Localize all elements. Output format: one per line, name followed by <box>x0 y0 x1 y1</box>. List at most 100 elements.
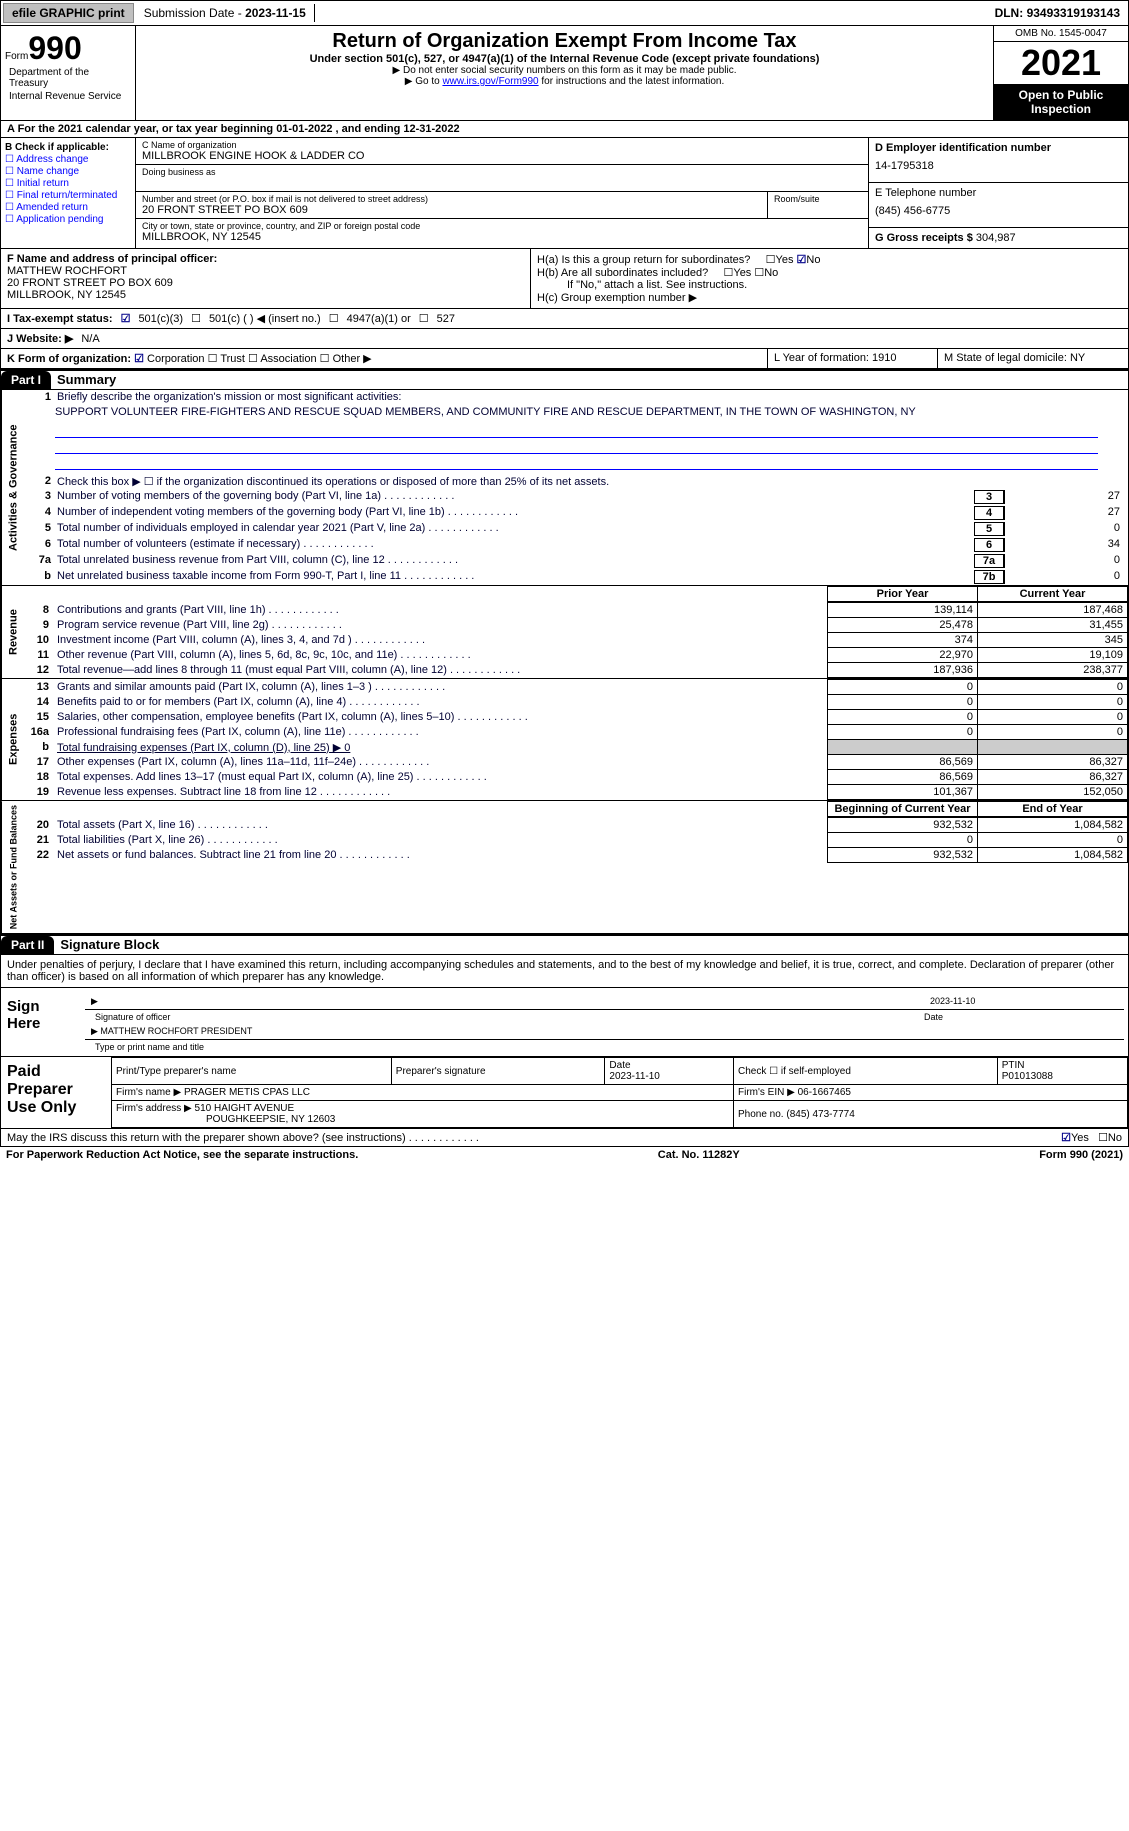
row-i-tax-status: I Tax-exempt status: ☑ 501(c)(3) ☐ 501(c… <box>0 309 1129 329</box>
fin-prior: 0 <box>828 833 978 848</box>
sum-val: 0 <box>1004 570 1124 584</box>
sign-here-label: Sign Here <box>1 988 81 1056</box>
sum-val: 27 <box>1004 490 1124 504</box>
hdr-curr: Current Year <box>978 587 1128 602</box>
chk-501c[interactable]: ☐ <box>191 312 201 325</box>
state-domicile: M State of legal domicile: NY <box>938 349 1128 368</box>
city-label: City or town, state or province, country… <box>142 221 862 231</box>
fin-prior: 0 <box>828 710 978 725</box>
sum-desc: Total number of individuals employed in … <box>57 522 974 536</box>
dept-irs: Internal Revenue Service <box>5 91 131 104</box>
fin-desc: Other revenue (Part VIII, column (A), li… <box>53 648 828 663</box>
fin-desc: Professional fundraising fees (Part IX, … <box>53 725 828 740</box>
col-c-org-info: C Name of organization MILLBROOK ENGINE … <box>136 138 868 248</box>
sum-val: 0 <box>1004 522 1124 536</box>
form-number: 990 <box>28 30 81 66</box>
date-label: Date <box>924 1012 1124 1022</box>
sig-officer-label: Signature of officer <box>85 1012 924 1022</box>
fin-curr: 86,327 <box>978 770 1128 785</box>
irs-link[interactable]: www.irs.gov/Form990 <box>442 76 538 87</box>
org-address: 20 FRONT STREET PO BOX 609 <box>142 204 761 216</box>
chk-corporation[interactable]: ☑ <box>134 353 144 365</box>
officer-name: MATTHEW ROCHFORT <box>7 265 127 277</box>
fin-prior: 25,478 <box>828 618 978 633</box>
dba-label: Doing business as <box>142 167 862 177</box>
fin-prior: 932,532 <box>828 818 978 833</box>
note-ssn: ▶ Do not enter social security numbers o… <box>140 65 989 76</box>
chk-application-pending[interactable]: ☐ Application pending <box>5 214 131 225</box>
sig-declaration: Under penalties of perjury, I declare th… <box>1 955 1128 987</box>
q2: Check this box ▶ ☐ if the organization d… <box>57 475 1124 488</box>
sum-val: 34 <box>1004 538 1124 552</box>
ein-value: 14-1795318 <box>875 154 1122 178</box>
topbar: efile GRAPHIC print Submission Date - 20… <box>0 0 1129 26</box>
sum-desc: Number of voting members of the governin… <box>57 490 974 504</box>
chk-initial-return[interactable]: ☐ Initial return <box>5 178 131 189</box>
firm-addr: Firm's address ▶ 510 HAIGHT AVENUEPOUGHK… <box>112 1101 734 1128</box>
fin-desc: Contributions and grants (Part VIII, lin… <box>53 603 828 618</box>
fin-prior: 187,936 <box>828 663 978 678</box>
chk-address-change[interactable]: ☐ Address change <box>5 154 131 165</box>
form-subtitle: Under section 501(c), 527, or 4947(a)(1)… <box>140 53 989 65</box>
sum-box: 4 <box>974 506 1004 520</box>
mission-text: SUPPORT VOLUNTEER FIRE-FIGHTERS AND RESC… <box>25 404 1128 420</box>
chk-amended-return[interactable]: ☐ Amended return <box>5 202 131 213</box>
fin-prior: 22,970 <box>828 648 978 663</box>
col-d-e-g: D Employer identification number 14-1795… <box>868 138 1128 248</box>
submission-date: Submission Date - 2023-11-15 <box>136 4 315 22</box>
fin-curr: 345 <box>978 633 1128 648</box>
tel-value: (845) 456-6775 <box>875 199 1122 223</box>
h-a: H(a) Is this a group return for subordin… <box>537 253 1122 266</box>
summary-expenses: Expenses 13Grants and similar amounts pa… <box>0 679 1129 801</box>
chk-527[interactable]: ☐ <box>419 312 429 325</box>
officer-addr1: 20 FRONT STREET PO BOX 609 <box>7 277 173 289</box>
fin-curr: 238,377 <box>978 663 1128 678</box>
prep-name-hdr: Print/Type preparer's name <box>112 1058 392 1085</box>
website-value: N/A <box>81 333 99 345</box>
prep-sig-hdr: Preparer's signature <box>391 1058 605 1085</box>
paid-preparer: Paid Preparer Use Only Print/Type prepar… <box>0 1057 1129 1129</box>
sum-desc: Number of independent voting members of … <box>57 506 974 520</box>
firm-ein: Firm's EIN ▶ 06-1667465 <box>733 1085 1127 1101</box>
vtab-revenue: Revenue <box>1 586 25 678</box>
form-ref: Form 990 (2021) <box>1039 1149 1123 1161</box>
sig-officer-name: MATTHEW ROCHFORT PRESIDENT <box>100 1026 252 1036</box>
form-header: Form990 Department of the Treasury Inter… <box>0 26 1129 121</box>
fin-curr: 31,455 <box>978 618 1128 633</box>
col-h-group: H(a) Is this a group return for subordin… <box>531 249 1128 308</box>
chk-final-return[interactable]: ☐ Final return/terminated <box>5 190 131 201</box>
hdr-end: End of Year <box>978 802 1128 817</box>
chk-4947[interactable]: ☐ <box>329 312 339 325</box>
fin-prior: 101,367 <box>828 785 978 800</box>
firm-name: Firm's name ▶ PRAGER METIS CPAS LLC <box>112 1085 734 1101</box>
vtab-net-assets: Net Assets or Fund Balances <box>1 801 25 933</box>
sum-box: 7b <box>974 570 1004 584</box>
chk-name-change[interactable]: ☐ Name change <box>5 166 131 177</box>
chk-501c3[interactable]: ☑ <box>121 312 131 325</box>
officer-addr2: MILLBROOK, NY 12545 <box>7 289 126 301</box>
sum-desc: Total number of volunteers (estimate if … <box>57 538 974 552</box>
fin-curr: 19,109 <box>978 648 1128 663</box>
row-k-l-m: K Form of organization: ☑ Corporation ☐ … <box>0 349 1129 369</box>
org-name-label: C Name of organization <box>142 140 862 150</box>
signature-block: Under penalties of perjury, I declare th… <box>0 955 1129 1057</box>
tax-year: 2021 <box>994 42 1128 84</box>
row-f-h: F Name and address of principal officer:… <box>0 249 1129 309</box>
efile-print-button[interactable]: efile GRAPHIC print <box>3 3 134 23</box>
sum-box: 3 <box>974 490 1004 504</box>
gross-value: 304,987 <box>976 232 1016 244</box>
fin-curr: 0 <box>978 710 1128 725</box>
fin-curr: 0 <box>978 680 1128 695</box>
fin-curr: 152,050 <box>978 785 1128 800</box>
fin-prior: 932,532 <box>828 848 978 863</box>
h-b: H(b) Are all subordinates included? ☐Yes… <box>537 266 1122 279</box>
fin-prior: 86,569 <box>828 770 978 785</box>
fin-desc: Grants and similar amounts paid (Part IX… <box>53 680 828 695</box>
summary-activities: Activities & Governance 1Briefly describ… <box>0 390 1129 586</box>
fin-prior: 0 <box>828 725 978 740</box>
sum-val: 27 <box>1004 506 1124 520</box>
ein-label: D Employer identification number <box>875 142 1051 154</box>
hdr-beg: Beginning of Current Year <box>828 802 978 817</box>
col-b-title: B Check if applicable: <box>5 142 109 153</box>
sum-box: 7a <box>974 554 1004 568</box>
